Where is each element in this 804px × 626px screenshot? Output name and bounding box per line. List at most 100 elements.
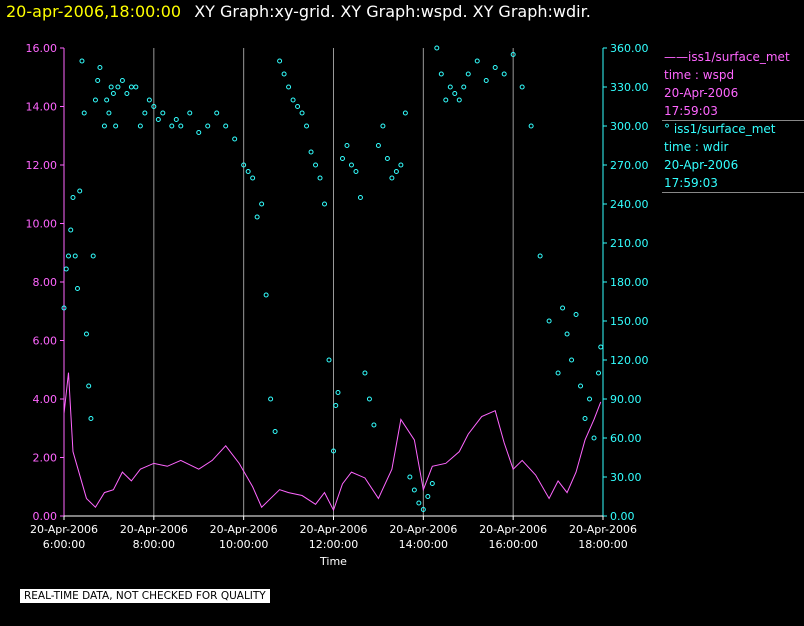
- series-wdir-point: [353, 169, 359, 174]
- series-wdir-point: [333, 403, 339, 408]
- series-wdir-point: [380, 123, 386, 129]
- x-axis-label: Time: [319, 555, 347, 568]
- series-wdir-point: [286, 84, 292, 90]
- y-left-tick-label: 10.00: [26, 218, 58, 231]
- series-wdir-point: [375, 143, 381, 148]
- series-wdir-point: [65, 253, 71, 259]
- series-wdir-point: [268, 396, 274, 402]
- series-wdir-point: [77, 188, 83, 194]
- y-left-tick-label: 16.00: [26, 42, 58, 55]
- series-wdir-point: [555, 370, 561, 376]
- series-wdir-point: [151, 104, 157, 109]
- series-wdir-point: [519, 84, 525, 90]
- series-wdir-point: [434, 45, 440, 51]
- series-wdir-point: [113, 123, 119, 129]
- series-wdir-point: [259, 201, 265, 207]
- series-wdir-point: [483, 78, 489, 83]
- series-wdir-point: [304, 123, 310, 129]
- y-right-tick-label: 270.00: [610, 159, 649, 172]
- series-wdir-point: [429, 481, 435, 486]
- series-wdir-point: [465, 71, 471, 77]
- series-wdir-point: [106, 110, 112, 116]
- x-tick-label-time: 18:00:00: [578, 538, 627, 551]
- legend-wspd-var: time : wspd: [664, 68, 735, 82]
- series-wdir-point: [299, 110, 305, 116]
- y-left-tick-label: 14.00: [26, 101, 58, 114]
- series-wdir-point: [528, 123, 534, 129]
- series-wdir-point: [461, 84, 467, 90]
- series-wdir-point: [124, 91, 130, 96]
- series-wdir-point: [95, 78, 101, 83]
- series-wdir-point: [86, 383, 92, 389]
- series-wdir-point: [137, 123, 143, 129]
- series-wdir-point: [263, 292, 269, 298]
- legend-wdir-date: 20-Apr-2006: [664, 158, 739, 172]
- legend-wspd-time: 17:59:03: [664, 104, 718, 118]
- series-wdir-point: [241, 162, 247, 168]
- y-right-tick-label: 0.00: [610, 510, 635, 523]
- series-wdir-point: [308, 149, 314, 155]
- series-wdir-point: [290, 97, 296, 103]
- y-left-tick-label: 4.00: [33, 393, 58, 406]
- legend-entry-wspd: ——iss1/surface_met time : wspd 20-Apr-20…: [664, 48, 790, 120]
- series-wdir-point: [214, 110, 220, 116]
- series-wdir-point: [596, 370, 602, 376]
- series-wdir-point: [68, 227, 74, 233]
- x-tick-label-date: 20-Apr-2006: [299, 523, 367, 536]
- series-wdir-point: [281, 71, 287, 77]
- series-wdir-point: [119, 78, 125, 83]
- series-wdir-point: [110, 91, 116, 96]
- series-wdir-point: [272, 429, 278, 434]
- series-wdir-point: [178, 123, 184, 129]
- x-tick-label-time: 16:00:00: [488, 538, 537, 551]
- series-wdir-point: [88, 416, 94, 421]
- series-wdir-point: [560, 305, 566, 311]
- legend-wdir-time: 17:59:03: [664, 176, 718, 190]
- series-wdir-point: [452, 91, 458, 96]
- series-wdir-point: [416, 500, 422, 506]
- legend-wdir-var: time : wdir: [664, 140, 729, 154]
- legend-divider: [662, 120, 804, 121]
- series-wdir-point: [115, 84, 121, 90]
- legend-entry-wdir: ° iss1/surface_met time : wdir 20-Apr-20…: [664, 120, 775, 192]
- series-wdir-point: [313, 162, 319, 168]
- series-wdir-point: [362, 370, 368, 376]
- series-wdir-point: [335, 390, 341, 395]
- series-wdir-point: [447, 84, 453, 90]
- series-wdir-point: [61, 305, 67, 311]
- series-wdir-point: [357, 195, 363, 200]
- series-wdir-point: [232, 136, 238, 142]
- series-wdir-point: [92, 97, 98, 103]
- series-wdir-point: [393, 169, 399, 174]
- legend-divider: [662, 192, 804, 193]
- legend-wspd-name: ——iss1/surface_met: [664, 50, 790, 64]
- quality-note: REAL-TIME DATA, NOT CHECKED FOR QUALITY: [20, 589, 270, 603]
- series-wdir-point: [205, 123, 211, 129]
- series-wdir-point: [97, 65, 103, 70]
- series-wdir-point: [407, 474, 413, 480]
- series-wdir-point: [339, 156, 345, 161]
- y-right-tick-label: 120.00: [610, 354, 649, 367]
- series-wdir-point: [474, 58, 480, 64]
- series-wdir-point: [74, 286, 80, 291]
- series-wdir-point: [90, 253, 96, 259]
- series-wdir-point: [598, 344, 604, 350]
- y-left-tick-label: 0.00: [33, 510, 58, 523]
- series-wdir-point: [371, 422, 377, 428]
- y-right-tick-label: 300.00: [610, 120, 649, 133]
- y-right-tick-label: 30.00: [610, 471, 642, 484]
- x-tick-label-time: 12:00:00: [309, 538, 358, 551]
- y-right-tick-label: 240.00: [610, 198, 649, 211]
- series-wdir-point: [420, 507, 426, 512]
- x-tick-label-time: 8:00:00: [133, 538, 175, 551]
- y-right-tick-label: 60.00: [610, 432, 642, 445]
- series-wdir-point: [573, 312, 579, 317]
- series-wdir-point: [196, 130, 202, 135]
- series-wdir-point: [128, 84, 134, 90]
- series-wdir-point: [411, 487, 417, 493]
- series-wdir-point: [591, 435, 597, 441]
- series-wdir-point: [348, 162, 354, 168]
- series-wdir-point: [456, 97, 462, 103]
- series-wdir-point: [425, 494, 431, 499]
